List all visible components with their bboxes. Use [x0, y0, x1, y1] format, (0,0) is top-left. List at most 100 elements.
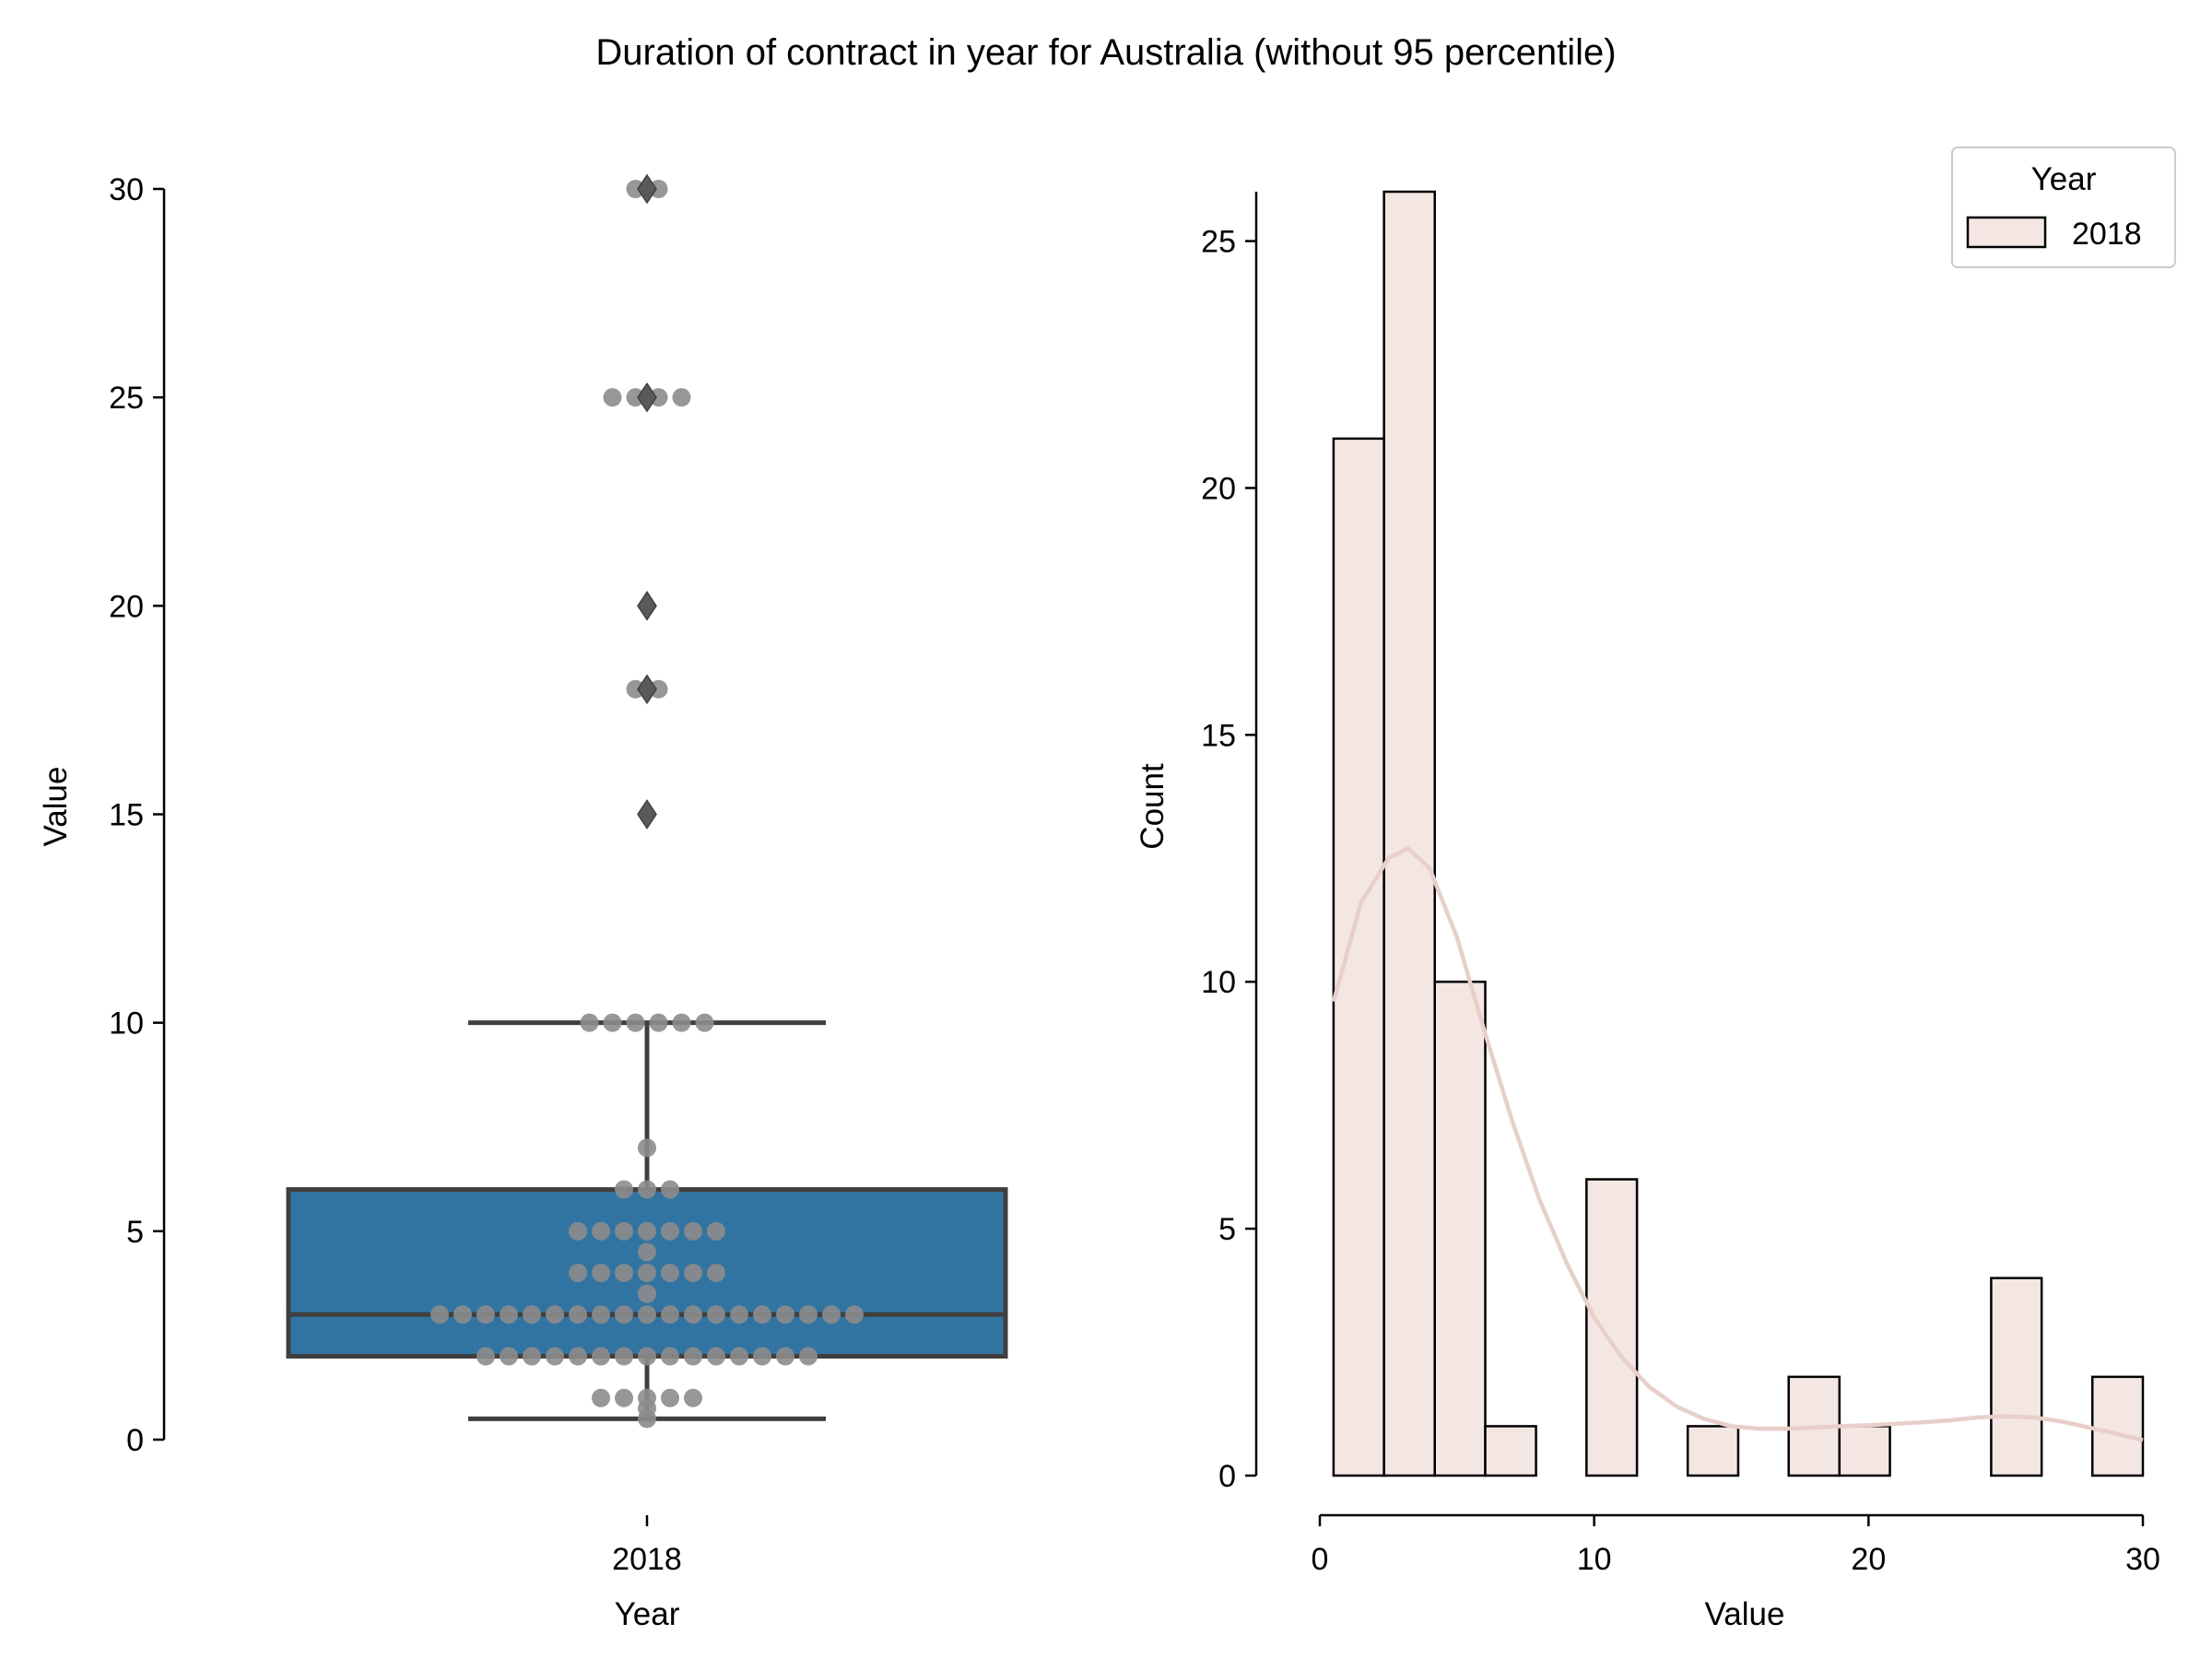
swarm-point [430, 1305, 449, 1324]
swarm-point [776, 1305, 794, 1324]
swarm-point [684, 1388, 702, 1407]
histogram-x-axis-label: Value [1705, 1596, 1785, 1632]
swarm-point [753, 1347, 771, 1366]
swarm-point [615, 1347, 633, 1366]
swarm-point [603, 388, 622, 407]
swarm-point [672, 1013, 691, 1032]
histogram-bar [1838, 1425, 1891, 1477]
kde-line [1331, 845, 2144, 1442]
box-plot-x-tick-label: 2018 [612, 1542, 682, 1577]
swarm-point [477, 1305, 495, 1324]
swarm-point [569, 1221, 587, 1241]
swarm-point [707, 1305, 725, 1324]
outlier-marker [637, 590, 657, 621]
box-plot-y-tick-label: 30 [109, 172, 144, 207]
histogram-x-tick-label: 30 [2125, 1542, 2160, 1577]
swarm-point [638, 1305, 656, 1324]
swarm-point [592, 1264, 610, 1283]
histogram-bar [1990, 1277, 2043, 1477]
swarm-point [592, 1221, 610, 1241]
histogram-y-tick-label: 10 [1201, 965, 1236, 1000]
swarm-point [638, 1138, 656, 1158]
swarm-point [477, 1347, 495, 1366]
swarm-point [684, 1264, 702, 1283]
swarm-point [615, 1221, 633, 1241]
histogram-panel: 0 5 10 15 20 25 0 10 20 30 Value Count [1135, 190, 2160, 1632]
swarm-point [453, 1305, 472, 1324]
swarm-point [707, 1221, 725, 1241]
histogram-bar [1484, 1425, 1537, 1477]
histogram-bar [1585, 1178, 1639, 1477]
histogram-bar [1332, 437, 1385, 1477]
swarm-point [638, 1347, 656, 1366]
box-plot-y-tick-label: 10 [109, 1006, 144, 1041]
box-plot-y-tick-label: 15 [109, 798, 144, 833]
swarm-point [753, 1305, 771, 1324]
swarm-point [592, 1347, 610, 1366]
outlier-marker [637, 674, 657, 705]
swarm-point [546, 1347, 564, 1366]
swarm-point [638, 1264, 656, 1283]
swarm-point [661, 1180, 679, 1199]
swarm-point [546, 1305, 564, 1324]
swarm-point [638, 1242, 656, 1262]
swarm-point [695, 1013, 714, 1032]
histogram-bar [1382, 190, 1436, 1477]
box-plot-y-tick-label: 20 [109, 589, 144, 624]
swarm-point [569, 1347, 587, 1366]
swarm-point [661, 1347, 679, 1366]
histogram-bar [1433, 980, 1487, 1477]
chart-title: Duration of contract in year for Austral… [595, 32, 1616, 73]
swarm-point [730, 1347, 748, 1366]
legend-entry-2018: 2018 [2072, 217, 2142, 252]
swarm-point [649, 1013, 668, 1032]
swarm-point [603, 1013, 622, 1032]
swarm-point [661, 1264, 679, 1283]
swarm-point [776, 1347, 794, 1366]
swarm-point [661, 1221, 679, 1241]
histogram-y-axis-label: Count [1135, 763, 1171, 850]
box-plot-y-axis-label: Value [38, 767, 74, 847]
swarm-point [684, 1347, 702, 1366]
swarm-point [638, 1388, 656, 1407]
swarm-point [580, 1013, 599, 1032]
swarm-point [523, 1347, 541, 1366]
outlier-marker [637, 382, 657, 413]
swarm-point [799, 1305, 818, 1324]
swarm-point [615, 1388, 633, 1407]
swarm-point [615, 1264, 633, 1283]
swarm-point [569, 1305, 587, 1324]
histogram-bar [2090, 1375, 2145, 1477]
box-plot-panel: 0 5 10 15 20 25 30 2018 Year Value [38, 172, 1008, 1632]
swarm-point [638, 1284, 656, 1303]
outlier-marker [637, 173, 657, 205]
histogram-y-tick-label: 25 [1201, 225, 1236, 260]
swarm-point [500, 1347, 518, 1366]
histogram-y-tick-label: 15 [1201, 718, 1236, 753]
histogram-x-tick-label: 20 [1851, 1542, 1886, 1577]
swarm-point [569, 1264, 587, 1283]
swarm-point [707, 1347, 725, 1366]
swarm-point [592, 1388, 610, 1407]
histogram-x-tick-label: 10 [1577, 1542, 1612, 1577]
histogram-bar [1686, 1425, 1740, 1477]
swarm-point [615, 1180, 633, 1199]
histogram-y-tick-label: 5 [1218, 1212, 1236, 1247]
box-plot-x-axis-label: Year [615, 1596, 680, 1632]
swarm-point [684, 1221, 702, 1241]
swarm-point [730, 1305, 748, 1324]
swarm-point [592, 1305, 610, 1324]
swarm-point [672, 388, 691, 407]
box-plot-y-tick-label: 5 [126, 1215, 144, 1250]
legend-swatch-2018 [1966, 216, 2047, 249]
swarm-point [661, 1305, 679, 1324]
swarm-point [822, 1305, 841, 1324]
swarm-point [638, 1221, 656, 1241]
swarm-point [638, 1180, 656, 1199]
swarm-point [615, 1305, 633, 1324]
legend-title: Year [2031, 161, 2097, 197]
box-plot-y-tick-label: 25 [109, 381, 144, 416]
swarm-point [845, 1305, 864, 1324]
swarm-point [626, 1013, 645, 1032]
